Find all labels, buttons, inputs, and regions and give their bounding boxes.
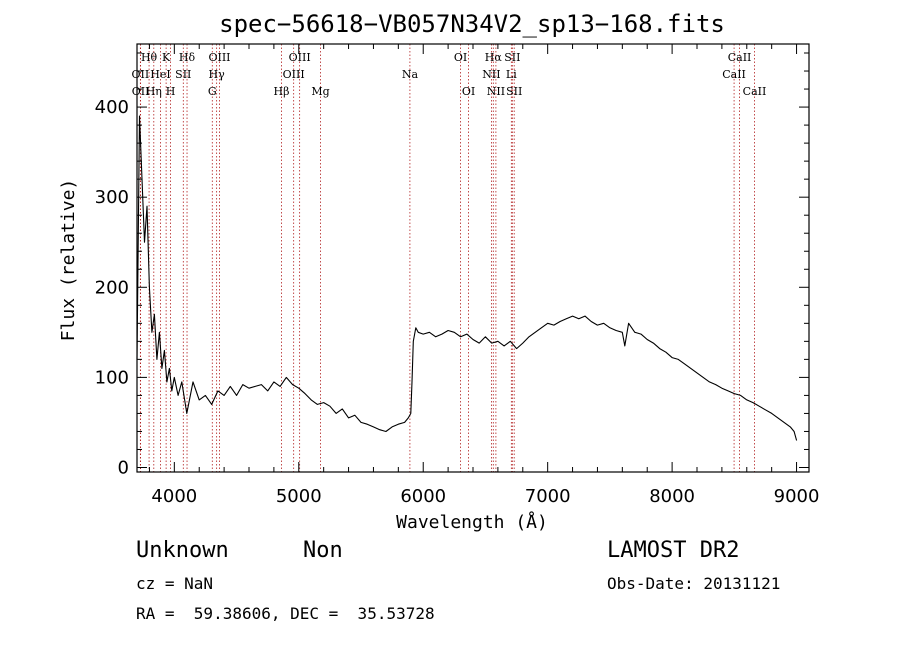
spectral-line-label: NII (482, 68, 500, 81)
x-tick-label: 6000 (400, 486, 446, 507)
spectral-line-label: CaII (743, 85, 767, 98)
spectral-line-label: CaII (728, 51, 752, 64)
x-tick-label: 4000 (151, 486, 197, 507)
spectral-line-label: SII (506, 85, 522, 98)
cz-label: cz = NaN (136, 574, 214, 593)
spectral-line-label: NII (487, 85, 505, 98)
x-tick-label: 9000 (774, 486, 820, 507)
spectral-line-label: Na (402, 68, 419, 81)
survey-label: LAMOST DR2 (607, 538, 740, 563)
spectral-line-label: OIII (208, 51, 230, 64)
spectral-line-markers (139, 44, 755, 472)
x-tick-label: 7000 (525, 486, 571, 507)
spectral-line-label: OI (454, 51, 467, 64)
plot-frame (136, 43, 810, 473)
spectral-line-label: G (208, 85, 217, 98)
spectral-line-label: Hβ (274, 85, 290, 98)
y-axis-ticks: 0 100 200 300 400 (95, 52, 809, 478)
spectral-line-label: Hθ (141, 51, 158, 64)
spectral-line-label: Hη (146, 85, 162, 98)
x-tick-label: 8000 (649, 486, 695, 507)
spectral-line-label: Hα (485, 51, 503, 64)
x-axis-ticks: 4000 5000 6000 7000 8000 9000 (148, 44, 820, 507)
y-tick-label: 300 (95, 187, 129, 208)
obs-date-label: Obs-Date: 20131121 (607, 574, 781, 593)
y-tick-label: 400 (95, 97, 129, 118)
x-tick-label: 5000 (276, 486, 322, 507)
spectral-line-label: Mg (311, 85, 329, 98)
subclass-label: Non (303, 538, 343, 563)
spectral-line-label: SII (175, 68, 191, 81)
spectral-line-label: HeI (150, 68, 170, 81)
spectral-line-label: K (162, 51, 171, 64)
spectral-line-labels: Hθ OII OII K HeI Hη Hδ SII H OIII Hγ G Hβ OIII OIII Mg N… (132, 51, 767, 98)
spectral-line-label: OII (132, 68, 150, 81)
spectral-line-label: OII (132, 85, 150, 98)
spectral-line-label: OIII (289, 51, 311, 64)
spectral-line-label: Li (506, 68, 517, 81)
spectral-line-label: OI (462, 85, 475, 98)
coordinates-label: RA = 59.38606, DEC = 35.53728 (136, 604, 435, 623)
y-tick-label: 200 (95, 277, 129, 298)
spectral-line-label: SII (504, 51, 520, 64)
spectral-line-label: Hδ (179, 51, 196, 64)
x-axis-label: Wavelength (Å) (396, 511, 548, 533)
y-axis-label: Flux (relative) (58, 179, 79, 342)
spectral-line-label: Hγ (209, 68, 226, 81)
chart-title: spec−56618−VB057N34V2_sp13−168.fits (219, 10, 725, 38)
spectral-line-label: OIII (283, 68, 305, 81)
class-label: Unknown (136, 538, 229, 563)
y-tick-label: 100 (95, 367, 129, 388)
spectral-line-label: H (166, 85, 176, 98)
spectral-line-label: CaII (722, 68, 746, 81)
spectrum-series-line (136, 115, 798, 441)
y-tick-label: 0 (118, 457, 129, 478)
